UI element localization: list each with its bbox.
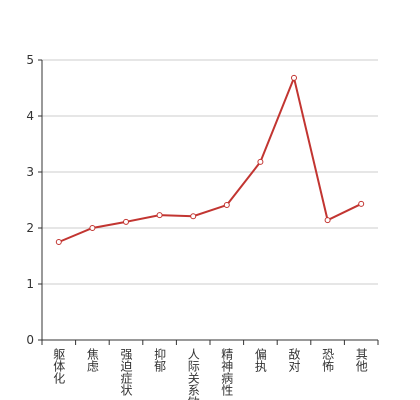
y-tick-label: 5 — [26, 53, 34, 67]
point — [223, 202, 230, 209]
x-tick-label: 躯体化 — [52, 347, 66, 385]
point — [257, 158, 264, 165]
x-tick-label: 偏执 — [253, 347, 267, 373]
point — [291, 74, 297, 81]
x-tick-label: 敌对 — [287, 347, 301, 372]
point — [123, 218, 129, 225]
point — [156, 212, 163, 219]
point — [324, 217, 331, 224]
x-tick-label: 精神病性 — [220, 348, 234, 397]
y-tick-label: 0 — [26, 333, 34, 347]
x-tick-label: 强迫症状 — [119, 348, 133, 396]
x-tick-label: 人际关系敏感 — [186, 348, 200, 400]
x-tick-label: 恐怖 — [321, 348, 335, 372]
point — [190, 213, 197, 220]
y-tick-label: 1 — [26, 277, 34, 291]
x-tick-label: 焦虑 — [85, 348, 99, 372]
x-tick-label: 其他 — [354, 348, 368, 372]
line — [58, 74, 362, 243]
point — [55, 239, 62, 245]
point — [358, 200, 365, 207]
y-tick-label: 2 — [26, 221, 34, 235]
y-tick-label: 4 — [26, 109, 34, 123]
point — [89, 225, 96, 231]
x-tick-label: 抑郁 — [153, 347, 167, 373]
y-tick-label: 3 — [26, 165, 34, 179]
